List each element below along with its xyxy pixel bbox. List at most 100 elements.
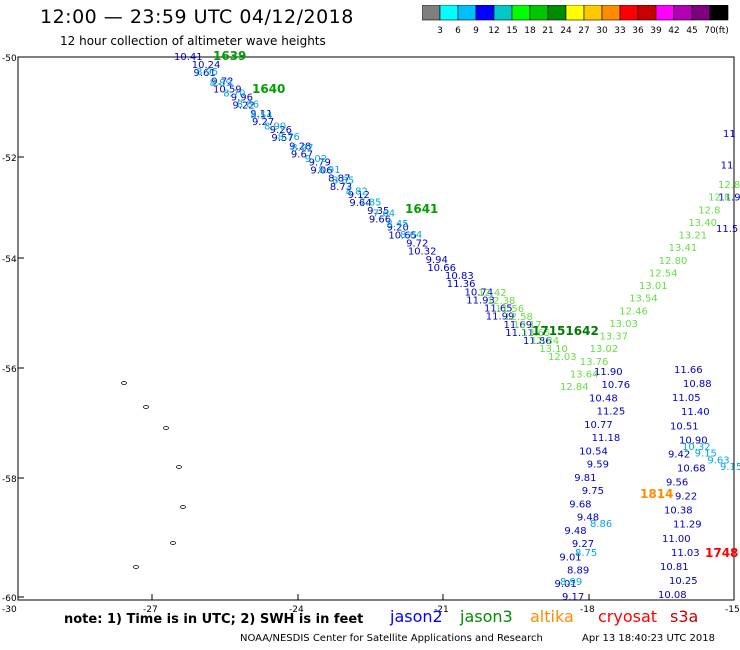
swh-value-light: 8.91	[318, 165, 340, 176]
swh-value-jason3: 12.8	[698, 205, 720, 216]
swh-value-light: 8.95	[196, 67, 218, 78]
swh-value-jason2: 8.87	[328, 174, 350, 185]
swh-value-jason2: 11.9	[718, 192, 740, 203]
swh-value-jason2: 9.42	[668, 449, 690, 460]
swh-value-light: 9.15	[695, 449, 717, 460]
swh-value-jason2: 10.08	[658, 590, 687, 601]
swh-value-jason3: 13.76	[580, 357, 609, 368]
swh-value-light: 8.75	[575, 548, 597, 559]
swh-value-jason2: 9.59	[587, 460, 609, 471]
pass-time-label: 1640	[252, 82, 285, 96]
map-title: 12:00 — 23:59 UTC 04/12/2018	[40, 6, 354, 28]
swh-value-jason3: 13.41	[669, 243, 698, 254]
swh-value-light: 8.97	[291, 143, 313, 154]
footer-credit: NOAA/NESDIS Center for Satellite Applica…	[240, 633, 543, 644]
swh-value-jason3: 12.84	[560, 382, 589, 393]
swh-value-jason3: 13.17	[513, 320, 542, 331]
swh-value-jason3: 13.01	[639, 281, 668, 292]
swh-value-jason2: 9.75	[582, 486, 604, 497]
swh-value-jason2: 11.18	[592, 433, 621, 444]
swh-value-light: 7.85	[359, 197, 381, 208]
swh-value-jason2: 10.83	[445, 271, 474, 282]
x-tick-label: -15	[725, 605, 740, 615]
swh-value-light: 8.82	[346, 187, 368, 198]
swh-value-jason2: 11.29	[673, 520, 702, 531]
swh-value-jason3: 12.46	[619, 306, 648, 317]
swh-value-jason2: 9.81	[574, 473, 596, 484]
island-shape	[176, 465, 182, 469]
swh-value-jason3: 12.8	[718, 180, 740, 191]
pass-time-label: 1814	[640, 487, 673, 501]
swh-value-jason2: 8.89	[567, 566, 589, 577]
swh-value-jason2: 10.74	[465, 287, 494, 298]
swh-value-jason2: 10.76	[602, 380, 631, 391]
swh-value-jason3: 12.80	[659, 256, 688, 267]
swh-value-jason2: 11.93	[466, 295, 495, 306]
pass-time-label: 1748	[705, 546, 738, 560]
swh-value-jason2: 9.27	[252, 117, 274, 128]
swh-value-jason2: 10.38	[664, 506, 693, 517]
swh-value-jason3: 12.84	[531, 336, 560, 347]
swh-value-jason2: 10.90	[679, 435, 708, 446]
color-scale-legend: 3 6 9 12 15 18 21 24 27 30 33 36 39 42 45 70 (ft)	[422, 5, 729, 36]
swh-value-jason2: 10.81	[660, 562, 689, 573]
y-tick-label: -58	[2, 475, 17, 485]
colorbar-label: 6	[455, 26, 461, 36]
swh-value-jason3: 13.65	[522, 328, 551, 339]
swh-value-light: 8.99	[560, 577, 582, 588]
colorbar-label: (ft)	[715, 26, 729, 36]
swh-value-jason3: 12.38	[487, 296, 516, 307]
swh-value-jason2: 9.66	[369, 214, 391, 225]
swh-value-jason2: 11.40	[681, 407, 710, 418]
swh-value-light: 9.15	[720, 462, 740, 473]
pass-time-label: 1641	[405, 202, 438, 216]
colorbar-label: 42	[668, 26, 679, 36]
swh-value-jason2: 11.25	[597, 407, 626, 418]
swh-value-jason2: 11.69	[504, 320, 533, 331]
y-tick-label: -50	[2, 54, 17, 64]
swh-value-jason2: 10.41	[174, 52, 203, 63]
island-shape	[163, 426, 169, 430]
swh-value-light: 8.45	[386, 219, 408, 230]
swh-value-jason2: 9.94	[426, 255, 448, 266]
swh-value-jason3: 12.54	[649, 268, 678, 279]
swh-value-light: 9.02	[305, 154, 327, 165]
swh-value-light: 8.89	[210, 78, 232, 89]
colorbar-label: 39	[650, 26, 662, 36]
swh-value-jason2: 9.26	[270, 125, 292, 136]
island-shape	[133, 565, 139, 569]
swh-value-jason2: 8.73	[330, 182, 352, 193]
island-shape	[180, 505, 186, 509]
swh-value-jason2: 11.11	[505, 328, 534, 339]
swh-value-jason2: 9.28	[289, 141, 311, 152]
x-tick-label: -18	[580, 605, 595, 615]
swh-value-jason2: 11.66	[674, 365, 703, 376]
colorbar-label: 45	[686, 26, 697, 36]
swh-value-jason2: 9.57	[271, 133, 293, 144]
swh-value-jason2: 10.88	[683, 379, 712, 390]
swh-value-jason2: 9.64	[349, 198, 371, 209]
swh-value-light: 8.54	[250, 110, 272, 121]
swh-value-jason3: 11.56	[496, 304, 525, 315]
swh-value-jason2: 11.65	[484, 304, 513, 315]
swh-value-jason2: 9.20	[387, 222, 409, 233]
swh-value-jason2: 11.90	[594, 367, 623, 378]
swh-value-jason2: 9.79	[309, 157, 331, 168]
colorbar-label: 3	[437, 26, 443, 36]
colorbar-swatch	[709, 5, 729, 21]
swh-value-jason3: 12.42	[478, 288, 507, 299]
swh-value-jason3: 12.03	[548, 352, 577, 363]
swh-value-jason2: 9.01	[554, 579, 576, 590]
colorbar-label: 18	[524, 26, 536, 36]
swh-value-jason3: 13.03	[609, 319, 638, 330]
corner-label: -30	[2, 605, 17, 615]
colorbar-label: 36	[632, 26, 644, 36]
swh-value-jason2: 9.12	[348, 190, 370, 201]
swh-value-light: 8.86	[237, 100, 259, 111]
colorbar-label: 33	[614, 26, 625, 36]
swh-value-jason2: 10.48	[589, 393, 618, 404]
island-shape	[121, 381, 127, 385]
swh-value-jason2: 10.51	[670, 421, 699, 432]
swh-value-jason2: 11	[723, 129, 736, 140]
